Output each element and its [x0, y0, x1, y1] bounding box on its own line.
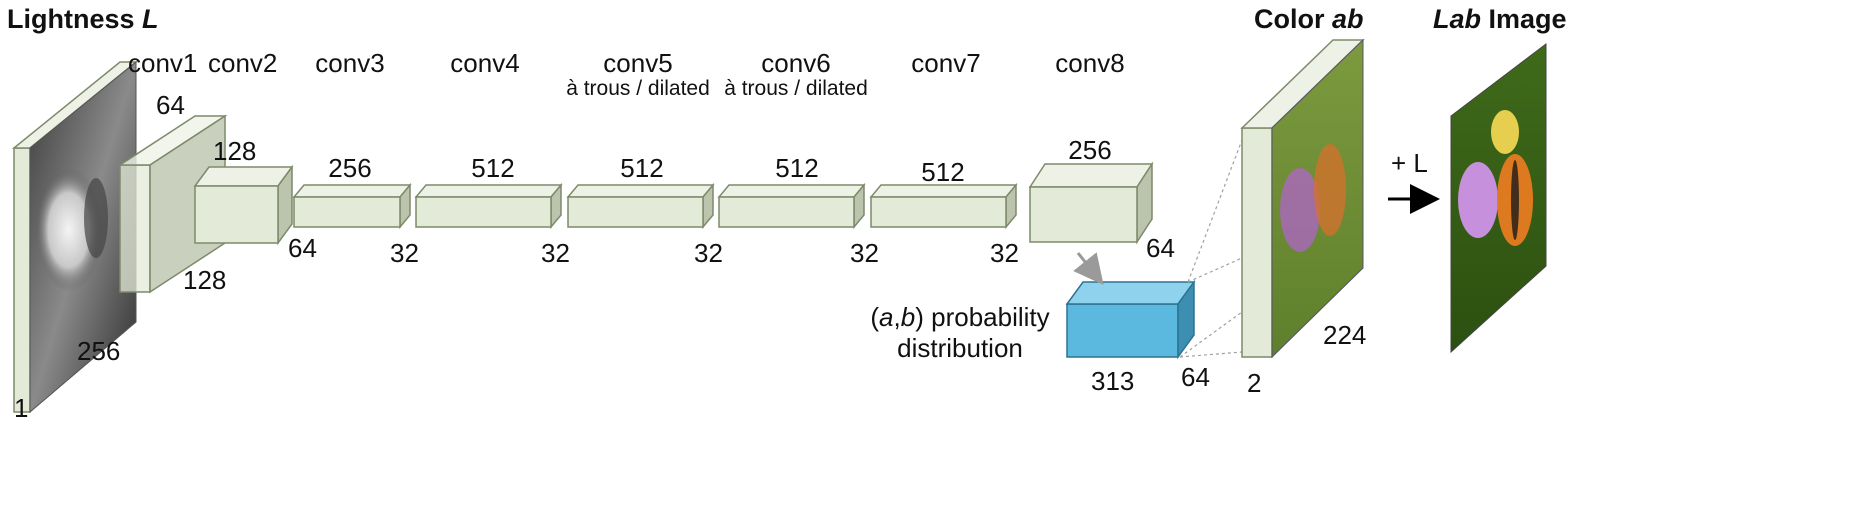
color-ab-slab-front — [1241, 127, 1273, 358]
conv2-channels-label: 128 — [213, 136, 257, 166]
conv-blocks — [193, 161, 1154, 246]
block-top — [566, 184, 715, 198]
conv4-block — [414, 182, 563, 230]
conv6-channels-label: 512 — [775, 153, 819, 183]
input-depth-label: 1 — [14, 393, 29, 423]
conv5-channels-label: 512 — [620, 153, 664, 183]
block-top — [1028, 163, 1154, 188]
conv2-name-label: conv2 — [208, 48, 278, 78]
color-ab-size-label: 224 — [1323, 320, 1367, 350]
lab-yellow-thistle — [1491, 110, 1519, 154]
input-title: Lightness L — [7, 4, 159, 35]
conv8-channels-label: 256 — [1068, 135, 1112, 165]
color-ab-title-prefix: Color — [1254, 4, 1332, 34]
projection-lines — [1179, 139, 1243, 358]
conv6-name-label: conv6 — [761, 48, 831, 78]
conv2-block — [193, 164, 294, 246]
lab-image-title-rest: Image — [1481, 4, 1567, 34]
color-ab-title-var: ab — [1332, 4, 1364, 34]
probability-label-rest: probability — [923, 302, 1050, 332]
probability-block-top — [1065, 281, 1196, 305]
probability-label: (a,b) probability distribution — [870, 302, 1050, 363]
block-front — [293, 196, 401, 228]
conv7-name-label: conv7 — [911, 48, 981, 78]
plus-l-label: + L — [1391, 148, 1428, 178]
conv6-block — [717, 182, 866, 230]
color-ab-purple-region — [1280, 168, 1320, 252]
block-top — [292, 184, 412, 198]
conv8-size-label: 64 — [1146, 233, 1175, 263]
block-front — [567, 196, 704, 228]
block-top — [414, 184, 563, 198]
block-front — [870, 196, 1007, 228]
block-front — [1029, 186, 1138, 243]
block-top — [193, 166, 294, 187]
lab-image-title-var: Lab — [1433, 4, 1482, 34]
conv5-block — [566, 182, 715, 230]
probability-label-line2: distribution — [897, 333, 1023, 363]
conv5-size-label: 32 — [694, 238, 723, 268]
probability-block-front — [1066, 303, 1179, 358]
conv1-size-label: 128 — [183, 265, 227, 295]
conv5-name-label: conv5 — [603, 48, 673, 78]
color-ab-title: Color ab — [1254, 4, 1364, 35]
probability-block-side — [1177, 279, 1195, 360]
conv2-size-label: 64 — [288, 233, 317, 263]
conv6-sub-label: à trous / dilated — [724, 77, 868, 100]
input-size-label: 256 — [77, 336, 121, 366]
input-title-var: L — [142, 4, 159, 34]
probability-block — [1065, 279, 1196, 360]
conv8-name-label: conv8 — [1055, 48, 1125, 78]
conv4-name-label: conv4 — [450, 48, 520, 78]
probability-channels-label: 313 — [1091, 366, 1135, 396]
butterfly-gray — [84, 178, 108, 258]
conv7-channels-label: 512 — [921, 157, 965, 187]
block-top — [717, 184, 866, 198]
probability-label-b: b — [900, 302, 916, 332]
lab-purple-thistle — [1458, 162, 1498, 238]
conv3-block — [292, 182, 412, 230]
input-image-slab — [11, 60, 139, 414]
conv3-channels-label: 256 — [328, 153, 372, 183]
conv6-size-label: 32 — [850, 238, 879, 268]
lab-butterfly-body — [1511, 160, 1519, 240]
lab-image — [1450, 42, 1547, 354]
block-front — [415, 196, 552, 228]
probability-size-label: 64 — [1181, 362, 1210, 392]
conv7-block — [869, 182, 1018, 230]
input-slab-side — [13, 147, 31, 413]
color-ab-slab — [1240, 38, 1365, 359]
conv5-sub-label: à trous / dilated — [566, 77, 710, 100]
conv8-block — [1028, 161, 1154, 245]
probability-label-a: a — [879, 302, 894, 332]
block-front — [194, 185, 279, 244]
color-ab-depth-label: 2 — [1247, 368, 1262, 398]
conv1-name-label: conv1 — [128, 48, 198, 78]
conv1-channels-label: 64 — [156, 90, 185, 120]
conv4-channels-label: 512 — [471, 153, 515, 183]
lab-image-title: Lab Image — [1433, 4, 1567, 35]
conv8-to-probability-arrow — [1073, 252, 1104, 286]
color-ab-orange-region — [1314, 144, 1346, 236]
input-title-prefix: Lightness — [7, 4, 143, 34]
conv3-size-label: 32 — [390, 238, 419, 268]
block-front — [718, 196, 855, 228]
conv3-name-label: conv3 — [315, 48, 385, 78]
conv4-size-label: 32 — [541, 238, 570, 268]
conv7-size-label: 32 — [990, 238, 1019, 268]
